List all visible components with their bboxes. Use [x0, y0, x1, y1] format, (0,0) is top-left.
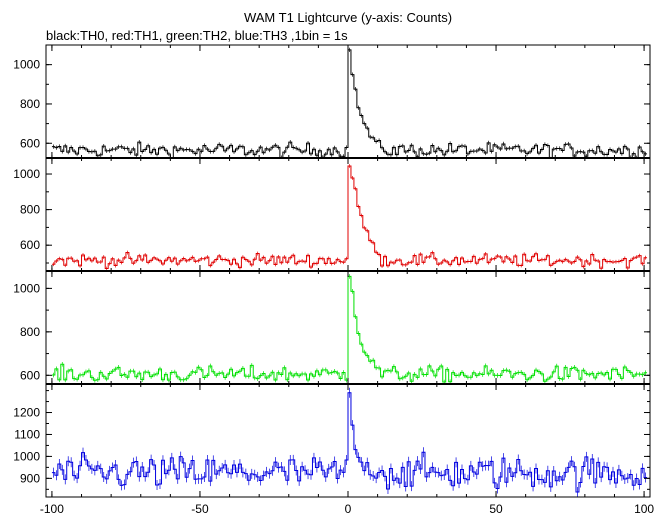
y-tick-label: 1000 [13, 58, 40, 72]
y-tick-label: 600 [20, 238, 40, 252]
y-tick-label: 800 [20, 325, 40, 339]
y-tick-label: 800 [20, 203, 40, 217]
series-th2-errorbars [53, 274, 646, 384]
y-tick-label: 900 [20, 471, 40, 485]
panel-th0: 600 800 1000 [13, 44, 651, 159]
x-axis: -100 -50 0 50 100 [40, 502, 655, 515]
y-tick-label: 1000 [13, 167, 40, 181]
y-tick-label: 1000 [13, 449, 40, 463]
y-tick-label: 1200 [13, 406, 40, 420]
panel-th1: 600 800 1000 [13, 157, 651, 272]
chart-subtitle: black:TH0, red:TH1, green:TH2, blue:TH3 … [46, 28, 348, 43]
chart-title: WAM T1 Lightcurve (y-axis: Counts) [244, 10, 452, 25]
series-th0-errorbars [53, 47, 646, 158]
series-th3 [51, 392, 648, 493]
x-tick-label: 0 [345, 502, 352, 515]
x-tick-label: -100 [40, 502, 64, 515]
y-tick-label: 800 [20, 97, 40, 111]
x-tick-label: -50 [191, 502, 209, 515]
series-th2 [51, 275, 648, 383]
y-tick-label: 1100 [14, 427, 40, 441]
panel-th3: 900 1000 1100 1200 [13, 383, 651, 498]
y-tick-label: 600 [20, 368, 40, 382]
series-th1 [51, 165, 648, 270]
y-tick-label: 1000 [13, 281, 40, 295]
series-th0 [51, 49, 648, 158]
panels-layer: 600 800 1000 600 800 1000 600 800 1000 900 1000 110… [13, 44, 651, 498]
y-tick-label: 600 [20, 136, 40, 150]
x-tick-label: 50 [489, 502, 503, 515]
panel-th2: 600 800 1000 [13, 270, 651, 385]
x-tick-label: 100 [634, 502, 654, 515]
series-th1-errorbars [53, 164, 646, 271]
